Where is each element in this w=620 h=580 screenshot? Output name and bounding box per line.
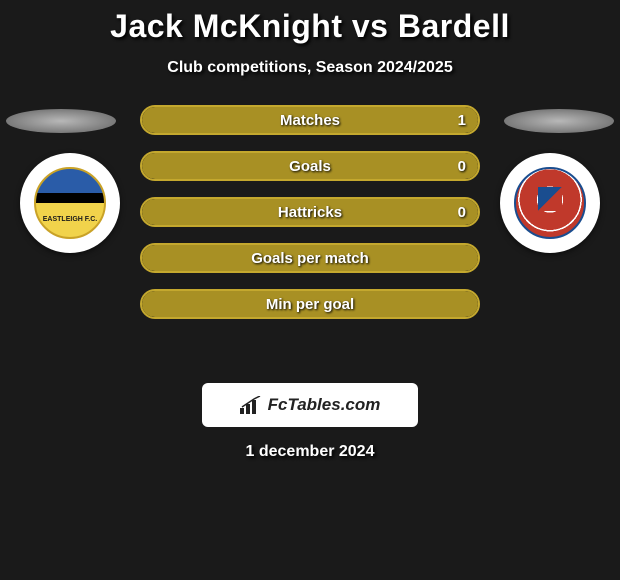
stat-value: 0	[458, 204, 466, 221]
stat-bar: Min per goal	[140, 289, 480, 319]
stat-label: Hattricks	[278, 204, 342, 221]
source-badge: FcTables.com	[202, 383, 418, 427]
player-shadow-right	[504, 109, 614, 133]
stat-bar: Hattricks 0	[140, 197, 480, 227]
snapshot-date: 1 december 2024	[0, 443, 620, 461]
subtitle: Club competitions, Season 2024/2025	[0, 59, 620, 77]
team-badge-right	[500, 153, 600, 253]
page-title: Jack McKnight vs Bardell	[0, 0, 620, 45]
club-crest-icon: EASTLEIGH F.C.	[34, 167, 106, 239]
team-badge-left: EASTLEIGH F.C.	[20, 153, 120, 253]
player-shadow-left	[6, 109, 116, 133]
crest-text: EASTLEIGH F.C.	[43, 216, 97, 223]
stat-value: 1	[458, 112, 466, 129]
stat-label: Matches	[280, 112, 340, 129]
source-label: FcTables.com	[268, 395, 381, 415]
stat-bars: Matches 1 Goals 0 Hattricks 0 Goals per match M…	[140, 105, 480, 319]
stat-value: 0	[458, 158, 466, 175]
chart-icon	[240, 396, 262, 414]
comparison-stage: EASTLEIGH F.C. Matches1Goals0Hattricks0G…	[0, 105, 620, 365]
stat-bar: Goals per match	[140, 243, 480, 273]
stat-bar: Matches 1	[140, 105, 480, 135]
stat-label: Goals per match	[251, 250, 369, 267]
stat-label: Goals	[289, 158, 331, 175]
stat-label: Min per goal	[266, 296, 354, 313]
stat-bar: Goals 0	[140, 151, 480, 181]
club-crest-icon	[514, 167, 586, 239]
